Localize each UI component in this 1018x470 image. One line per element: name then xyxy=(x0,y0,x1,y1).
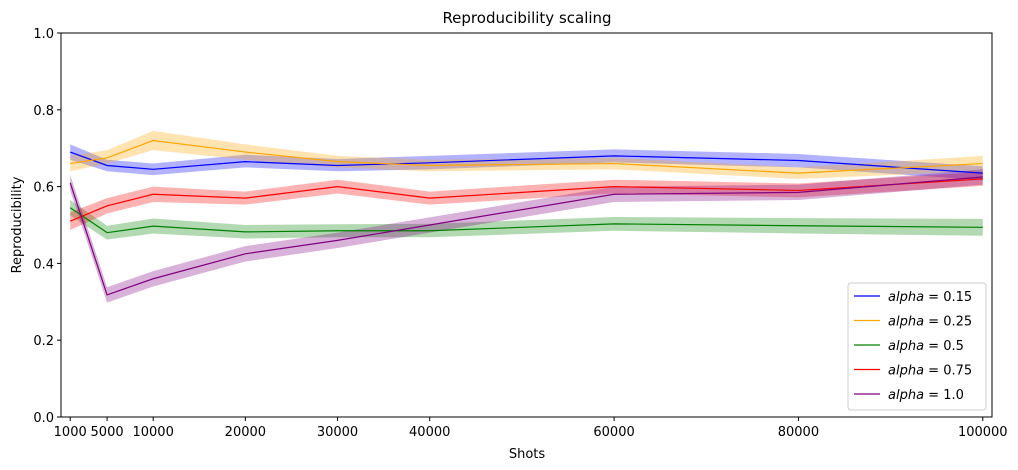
y-tick-label: 0.0 xyxy=(33,411,54,426)
line-series-0 xyxy=(70,151,983,174)
x-tick-label: 20000 xyxy=(225,425,266,440)
legend: alpha = 0.15 alpha = 0.25 alpha = 0.5 alpha… xyxy=(847,282,987,411)
y-tick-label: 0.8 xyxy=(33,104,54,119)
legend-entry-1: alpha = 0.25 xyxy=(854,315,972,330)
x-tick-label: 5000 xyxy=(91,425,124,440)
x-tick-label: 10000 xyxy=(132,425,173,440)
x-tick-label: 40000 xyxy=(409,425,450,440)
x-axis-title: Shots xyxy=(509,447,546,462)
legend-label: alpha = 1.0 xyxy=(888,388,964,403)
legend-entry-0: alpha = 0.15 xyxy=(854,290,972,305)
x-tick-label: 80000 xyxy=(778,425,819,440)
band-series-4 xyxy=(70,169,983,303)
y-tick-label: 0.6 xyxy=(33,181,54,196)
band-series-2 xyxy=(70,200,983,240)
y-tick-label: 0.2 xyxy=(33,334,54,349)
confidence-bands xyxy=(70,130,983,303)
legend-entry-4: alpha = 1.0 xyxy=(854,388,964,403)
x-tick-label: 100000 xyxy=(958,425,1008,440)
x-tick-label: 60000 xyxy=(593,425,634,440)
line-series-1 xyxy=(70,139,983,174)
legend-label: alpha = 0.5 xyxy=(888,339,964,354)
line-series-4 xyxy=(69,176,983,296)
plot-frame xyxy=(60,32,993,418)
legend-entry-3: alpha = 0.75 xyxy=(854,364,972,379)
legend-label: alpha = 0.25 xyxy=(888,315,972,330)
y-tick-label: 1.0 xyxy=(33,27,54,42)
x-axis: 1000 5000 10000 20000 30000 40000 60000 80000 10… xyxy=(54,417,1008,440)
legend-label: alpha = 0.15 xyxy=(888,290,972,305)
chart-title: Reproducibility scaling xyxy=(442,9,611,27)
band-series-3 xyxy=(70,172,983,230)
band-series-1 xyxy=(70,130,983,179)
series-lines xyxy=(69,139,983,296)
legend-box xyxy=(847,282,987,411)
line-series-2 xyxy=(69,207,983,234)
band-series-0 xyxy=(70,144,983,181)
line-series-3 xyxy=(69,178,983,222)
legend-label: alpha = 0.75 xyxy=(888,364,972,379)
x-tick-label: 1000 xyxy=(54,425,87,440)
y-axis-title: Reproducibility xyxy=(10,176,25,273)
legend-entry-2: alpha = 0.5 xyxy=(854,339,964,354)
y-tick-label: 0.4 xyxy=(33,257,54,272)
y-axis: 0.0 0.2 0.4 0.6 0.8 1.0 xyxy=(33,27,61,426)
x-tick-label: 30000 xyxy=(317,425,358,440)
